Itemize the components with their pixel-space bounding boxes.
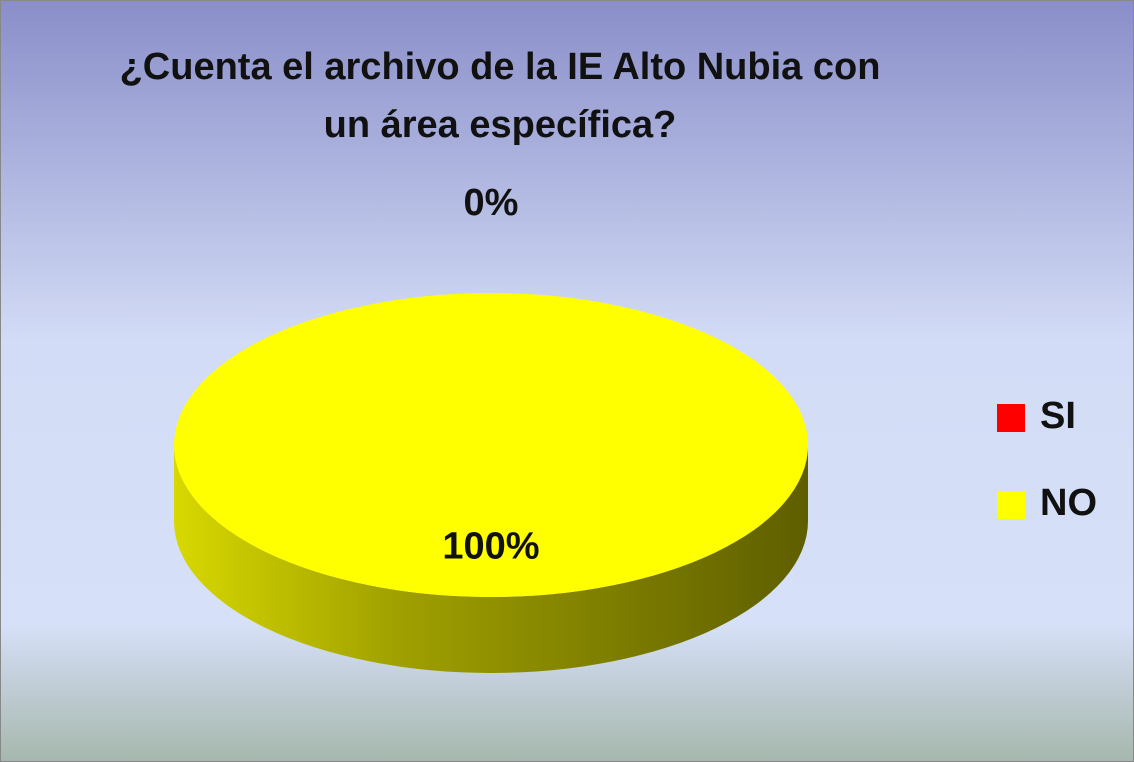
data-label: 100% <box>442 525 539 567</box>
chart-title: ¿Cuenta el archivo de la IE Alto Nubia c… <box>119 46 881 146</box>
pie-slice-side <box>174 445 808 673</box>
legend-label: SI <box>1040 395 1076 437</box>
legend-label: NO <box>1040 482 1097 524</box>
pie-slice <box>174 293 808 597</box>
legend-swatch <box>997 404 1025 432</box>
data-label: 0% <box>464 182 519 224</box>
legend-swatch <box>997 491 1025 519</box>
